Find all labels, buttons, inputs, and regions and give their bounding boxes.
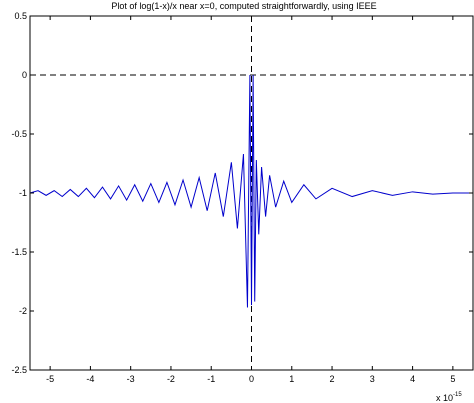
y-tick-label: -1.5 [11,247,27,257]
x-tick-label: 1 [289,374,294,384]
x-axis-multiplier: x 10-15 [436,392,462,403]
x-tick-label: 4 [410,374,415,384]
x-tick-label: 0 [249,374,254,384]
chart-title: Plot of log(1-x)/x near x=0, computed st… [111,1,376,11]
series-layer [29,74,473,308]
y-tick-label: -0.5 [11,129,27,139]
x-tick-label: -5 [46,374,54,384]
x-tick-label: 5 [450,374,455,384]
series-line [29,74,473,308]
x-tick-label: -4 [86,374,94,384]
x-tick-label: -1 [207,374,215,384]
y-tick-label: 0 [22,70,27,80]
y-tick-label: -1 [19,188,27,198]
y-tick-label: -2.5 [11,365,27,375]
x-tick-label: 2 [330,374,335,384]
x-axis-multiplier-exponent: -15 [453,392,462,398]
x-tick-label: 3 [370,374,375,384]
x-tick-label: -2 [167,374,175,384]
y-axis-ticks: 0.5 0 -0.5 -1 -1.5 -2 -2.5 [11,11,473,375]
x-axis-ticks: -5 -4 -3 -2 -1 0 1 2 3 4 5 [46,16,455,384]
x-tick-label: -3 [127,374,135,384]
x-axis-multiplier-base: x 10 [436,393,453,403]
y-tick-label: -2 [19,306,27,316]
reference-lines [30,16,473,370]
y-tick-label: 0.5 [14,11,27,21]
